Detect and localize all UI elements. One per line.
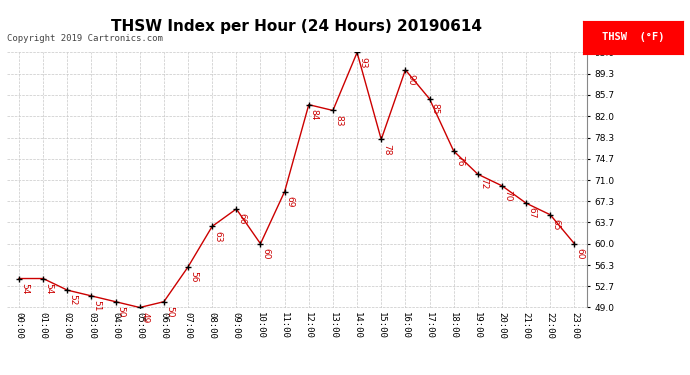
Text: 54: 54 <box>20 283 29 294</box>
Text: 72: 72 <box>479 178 488 190</box>
Text: 51: 51 <box>92 300 101 312</box>
Text: 66: 66 <box>237 213 246 225</box>
Text: 90: 90 <box>406 74 415 86</box>
Text: 85: 85 <box>431 103 440 114</box>
Text: 70: 70 <box>503 190 512 201</box>
Text: 76: 76 <box>455 155 464 167</box>
Text: THSW Index per Hour (24 Hours) 20190614: THSW Index per Hour (24 Hours) 20190614 <box>111 19 482 34</box>
Text: 50: 50 <box>117 306 126 317</box>
Text: 63: 63 <box>213 231 222 242</box>
Text: 69: 69 <box>286 196 295 207</box>
Text: 56: 56 <box>189 271 198 283</box>
Text: 52: 52 <box>68 294 77 306</box>
Text: THSW  (°F): THSW (°F) <box>602 33 664 42</box>
Text: 78: 78 <box>382 144 391 155</box>
Text: 67: 67 <box>527 207 536 219</box>
Text: 84: 84 <box>310 109 319 120</box>
Text: 83: 83 <box>334 115 343 126</box>
Text: Copyright 2019 Cartronics.com: Copyright 2019 Cartronics.com <box>7 34 163 43</box>
Text: 65: 65 <box>551 219 560 231</box>
Text: 50: 50 <box>165 306 174 317</box>
Text: 60: 60 <box>262 248 270 259</box>
Text: 49: 49 <box>141 312 150 323</box>
Text: 60: 60 <box>575 248 584 259</box>
Text: 93: 93 <box>358 57 367 68</box>
Text: 54: 54 <box>44 283 53 294</box>
